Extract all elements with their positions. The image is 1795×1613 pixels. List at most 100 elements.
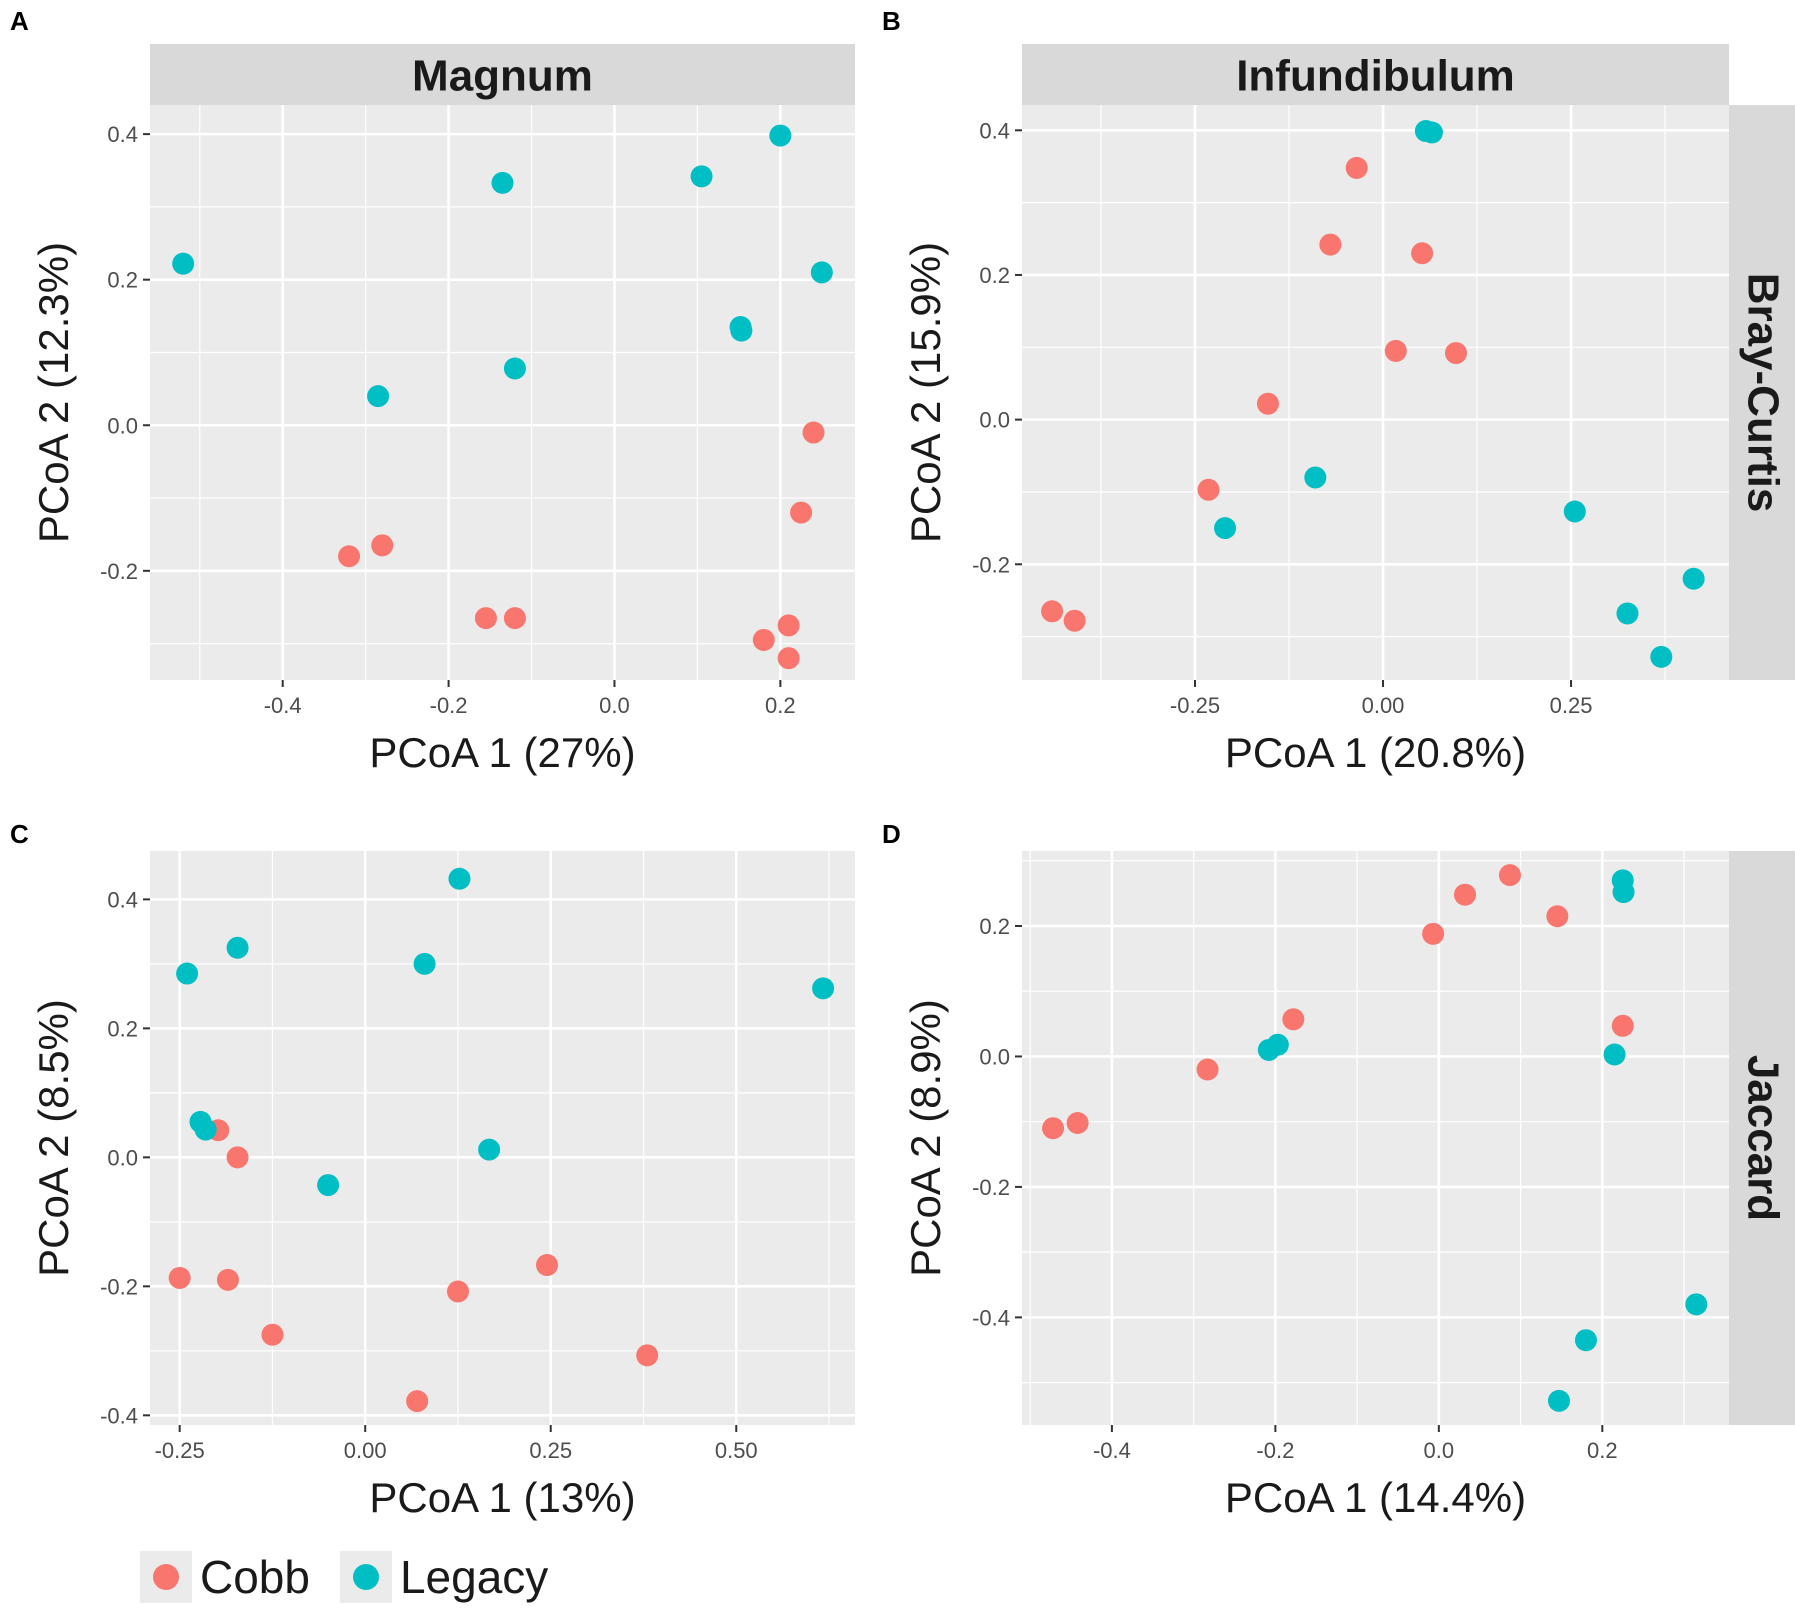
data-point-cobb (216, 1268, 239, 1291)
series-cobb (1042, 864, 1634, 1140)
series-legacy (1257, 869, 1708, 1412)
y-tick-label: 0.0 (979, 1044, 1010, 1069)
data-point-cobb (1345, 156, 1368, 179)
panel-label: B (882, 6, 901, 36)
y-tick-label: -0.2 (100, 1274, 138, 1299)
data-point-legacy (1603, 1043, 1626, 1066)
data-point-cobb (1453, 883, 1476, 906)
x-axis-title: PCoA 1 (20.8%) (1225, 729, 1526, 776)
x-tick-label: 0.0 (599, 693, 630, 718)
data-point-legacy (1650, 645, 1673, 668)
data-point-cobb (446, 1280, 469, 1303)
legend-dot-cobb (153, 1564, 179, 1590)
y-tick-label: -0.4 (972, 1305, 1010, 1330)
data-point-cobb (503, 607, 526, 630)
plot-area (150, 851, 855, 1425)
data-point-cobb (1042, 1117, 1065, 1140)
x-tick-label: 0.25 (529, 1438, 572, 1463)
data-point-cobb (1546, 905, 1569, 928)
data-point-legacy (1547, 1389, 1570, 1412)
data-point-cobb (1197, 478, 1220, 501)
data-point-cobb (1063, 609, 1086, 632)
data-point-legacy (1214, 517, 1237, 540)
legend-label-cobb: Cobb (200, 1551, 310, 1603)
data-point-cobb (1411, 242, 1434, 265)
facet-strip-top (1022, 44, 1729, 105)
data-point-cobb (1319, 233, 1342, 256)
data-point-cobb (1422, 922, 1445, 945)
facet-title: Magnum (412, 52, 593, 101)
x-tick-label: 0.2 (1587, 1438, 1618, 1463)
y-tick-label: 0.2 (107, 1016, 138, 1041)
y-tick-label: 0.0 (107, 413, 138, 438)
plot-area (1022, 105, 1729, 680)
y-tick-label: 0.4 (107, 122, 138, 147)
x-tick-label: 0.2 (765, 693, 796, 718)
data-point-cobb (406, 1390, 429, 1413)
x-axis-title: PCoA 1 (14.4%) (1225, 1474, 1526, 1521)
data-point-legacy (1685, 1293, 1708, 1316)
data-point-legacy (1612, 881, 1635, 904)
legend-label-legacy: Legacy (399, 1551, 549, 1603)
panel-c: -0.25 0.00 0.25 0.50 -0.4 -0.2 0.0 0.2 0.4 PCoA 1… (10, 819, 855, 1521)
data-point-cobb (802, 421, 825, 444)
facet-strip-right (1729, 851, 1795, 1425)
data-point-cobb (1066, 1111, 1089, 1134)
data-point-cobb (474, 607, 497, 630)
y-tick-label: 0.0 (979, 408, 1010, 433)
series-cobb (1041, 156, 1467, 632)
data-point-legacy (1266, 1033, 1289, 1056)
data-point-cobb (168, 1266, 191, 1289)
data-point-legacy (413, 952, 436, 975)
facet-row-label: Bray-Curtis (1739, 273, 1788, 513)
y-tick-label: 0.4 (979, 118, 1010, 143)
data-point-legacy (503, 357, 526, 380)
y-tick-label: 0.4 (107, 887, 138, 912)
data-point-legacy (317, 1174, 340, 1197)
legend: Cobb Legacy (140, 1548, 578, 1606)
x-axis-title: PCoA 1 (13%) (369, 1474, 635, 1521)
data-point-legacy (172, 252, 195, 275)
panel-d: -0.4 -0.2 0.0 0.2 -0.4 -0.2 0.0 0.2 PCoA 1 (14.4… (882, 819, 1795, 1521)
legend-dot-legacy (352, 1564, 379, 1590)
data-point-legacy (769, 124, 792, 147)
x-tick-label: -0.4 (1093, 1438, 1131, 1463)
data-point-legacy (690, 165, 713, 188)
data-point-legacy (1616, 602, 1639, 625)
y-tick-label: 0.2 (979, 263, 1010, 288)
legend-item-cobb: Cobb (140, 1550, 310, 1604)
data-point-cobb (752, 628, 775, 651)
facet-strip-top (150, 44, 855, 105)
series-legacy (176, 867, 835, 1197)
data-point-cobb (790, 501, 813, 524)
x-tick-label: -0.25 (1170, 693, 1220, 718)
data-point-legacy (1682, 567, 1705, 590)
data-point-cobb (1498, 864, 1521, 887)
y-axis-title: PCoA 2 (8.9%) (902, 999, 949, 1277)
x-tick-label: 0.00 (1362, 693, 1405, 718)
series-cobb (338, 421, 825, 670)
data-point-cobb (1444, 342, 1467, 365)
legend-key-cobb (140, 1551, 192, 1603)
data-point-legacy (367, 385, 390, 408)
data-point-legacy (194, 1118, 217, 1141)
y-tick-label: -0.2 (972, 1175, 1010, 1200)
x-tick-label: 0.25 (1550, 693, 1593, 718)
facet-strip-right (1729, 105, 1795, 680)
x-tick-label: -0.2 (1256, 1438, 1294, 1463)
data-point-cobb (636, 1344, 659, 1367)
x-axis-title: PCoA 1 (27%) (369, 729, 635, 776)
data-point-legacy (812, 977, 835, 1000)
x-tick-label: -0.4 (264, 693, 302, 718)
data-point-legacy (478, 1138, 501, 1161)
data-point-cobb (1611, 1014, 1634, 1037)
panel-label: A (10, 6, 29, 36)
y-tick-label: -0.2 (972, 552, 1010, 577)
data-point-cobb (1041, 600, 1064, 623)
data-point-cobb (226, 1146, 249, 1169)
series-legacy (1214, 120, 1705, 668)
data-point-cobb (777, 614, 800, 637)
data-point-legacy (491, 171, 514, 194)
data-point-legacy (1563, 500, 1586, 523)
data-point-legacy (1304, 466, 1327, 489)
